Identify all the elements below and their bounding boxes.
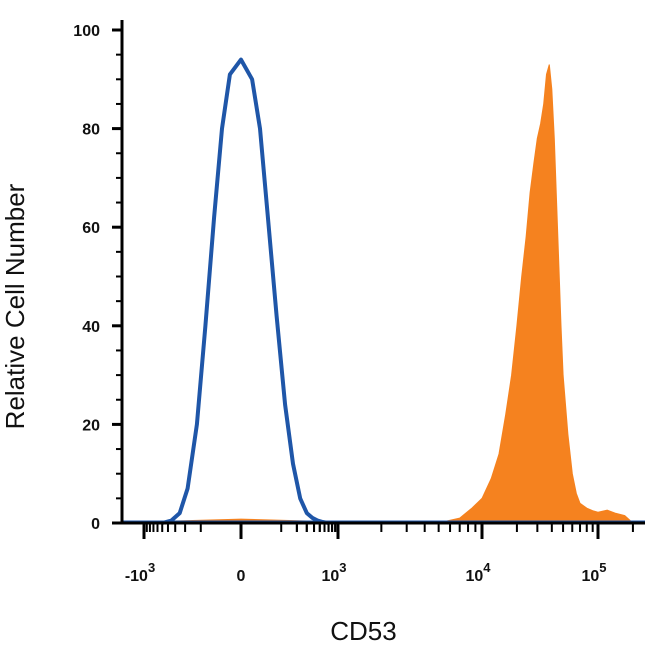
x-tick-label: 103 (321, 560, 346, 585)
series-outline-histogram (161, 57, 329, 525)
x-tick-label: 0 (237, 568, 246, 585)
x-tick-label: 104 (465, 560, 491, 585)
series-filled-histogram (162, 64, 635, 524)
y-tick-label: 60 (82, 220, 100, 237)
x-tick-label: 105 (581, 560, 606, 585)
y-tick-label: 0 (91, 516, 100, 533)
y-tick-label: 20 (82, 417, 100, 434)
y-tick-label: 100 (73, 23, 100, 40)
x-axis-title: CD53 (330, 616, 396, 646)
x-axis-ticks: -103 0 103 104 105 (125, 523, 634, 585)
y-axis-title: Relative Cell Number (0, 183, 30, 429)
x-tick-label: -103 (125, 560, 155, 585)
y-tick-label: 80 (82, 122, 100, 139)
series-layer (122, 57, 645, 525)
y-tick-label: 40 (82, 319, 100, 336)
y-axis-ticks: 0 20 40 60 80 100 (73, 23, 122, 533)
